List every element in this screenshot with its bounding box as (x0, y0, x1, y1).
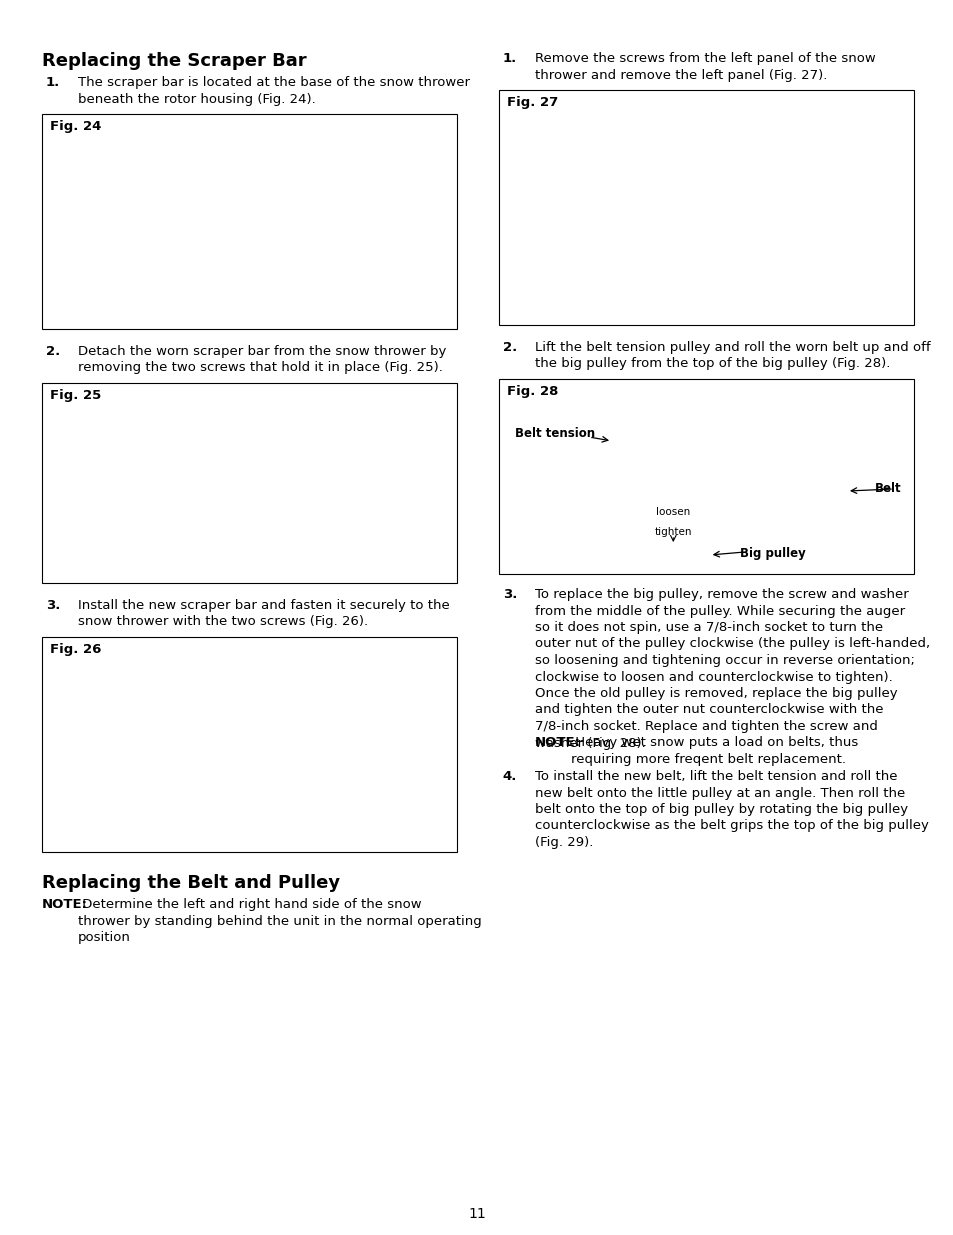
Bar (498, 379, 913, 574)
Text: NOTE:: NOTE: (535, 736, 580, 748)
Text: Belt tension: Belt tension (515, 427, 595, 440)
Bar (42, 383, 456, 583)
Text: Belt: Belt (875, 483, 901, 495)
Bar (42, 114, 456, 329)
Text: Replacing the Belt and Pulley: Replacing the Belt and Pulley (42, 874, 340, 892)
Text: To replace the big pulley, remove the screw and washer
from the middle of the pu: To replace the big pulley, remove the sc… (535, 588, 929, 750)
Text: Lift the belt tension pulley and roll the worn belt up and off
the big pulley fr: Lift the belt tension pulley and roll th… (535, 341, 929, 370)
Text: Fig. 24: Fig. 24 (50, 120, 101, 133)
Text: 3.: 3. (46, 599, 60, 613)
Bar (42, 637, 456, 852)
Text: Detach the worn scraper bar from the snow thrower by
removing the two screws tha: Detach the worn scraper bar from the sno… (78, 345, 446, 374)
Bar (498, 90, 913, 325)
Text: 2.: 2. (46, 345, 60, 358)
Text: 1.: 1. (502, 52, 517, 65)
Text: Install the new scraper bar and fasten it securely to the
snow thrower with the : Install the new scraper bar and fasten i… (78, 599, 449, 629)
Text: NOTE:: NOTE: (42, 898, 88, 911)
Text: Remove the screws from the left panel of the snow
thrower and remove the left pa: Remove the screws from the left panel of… (535, 52, 875, 82)
Text: tighten: tighten (654, 527, 691, 537)
Text: 3.: 3. (502, 588, 517, 601)
Text: 2.: 2. (502, 341, 517, 354)
Text: Fig. 26: Fig. 26 (50, 643, 101, 656)
Text: 11: 11 (468, 1207, 485, 1221)
Text: Determine the left and right hand side of the snow
thrower by standing behind th: Determine the left and right hand side o… (78, 898, 481, 944)
Text: Heavy wet snow puts a load on belts, thus
requiring more freqent belt replacemen: Heavy wet snow puts a load on belts, thu… (571, 736, 858, 766)
Text: Fig. 27: Fig. 27 (506, 96, 558, 109)
Text: 4.: 4. (502, 769, 517, 783)
Text: Big pulley: Big pulley (739, 547, 804, 559)
Text: Fig. 25: Fig. 25 (50, 389, 101, 403)
Text: Replacing the Scraper Bar: Replacing the Scraper Bar (42, 52, 306, 70)
Text: The scraper bar is located at the base of the snow thrower
beneath the rotor hou: The scraper bar is located at the base o… (78, 77, 470, 105)
Text: To install the new belt, lift the belt tension and roll the
new belt onto the li: To install the new belt, lift the belt t… (535, 769, 928, 848)
Text: loosen: loosen (656, 508, 690, 517)
Text: Fig. 28: Fig. 28 (506, 385, 558, 398)
Text: 1.: 1. (46, 77, 60, 89)
